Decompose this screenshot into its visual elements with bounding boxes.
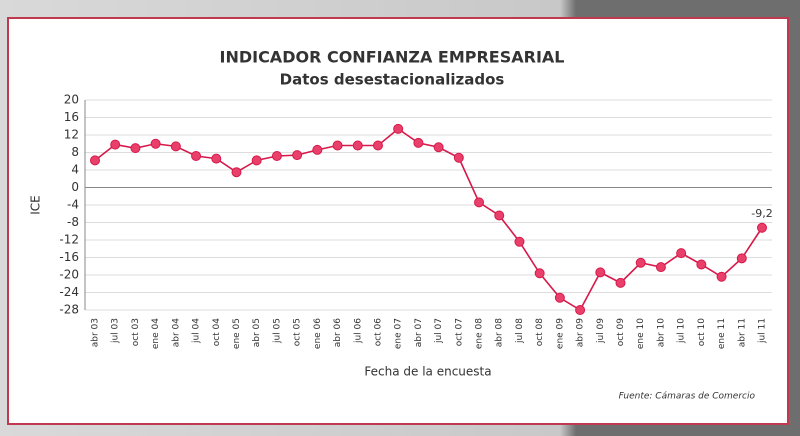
x-axis-label: Fecha de la encuesta: [364, 365, 491, 379]
data-point: [655, 262, 666, 273]
data-point: [696, 259, 707, 270]
x-tick-label: jul 08: [515, 318, 525, 344]
x-tick-label: oct 07: [454, 318, 464, 346]
x-tick-label: jul 03: [111, 318, 121, 344]
y-tick-label: 0: [71, 180, 79, 194]
x-tick-label: jul 06: [353, 318, 363, 344]
data-point: [615, 277, 626, 288]
y-tick-label: 20: [64, 93, 79, 107]
x-tick-label: ene 09: [555, 318, 565, 349]
y-tick-label: -16: [59, 250, 79, 264]
y-tick-label: -8: [67, 215, 79, 229]
x-tick-label: oct 03: [131, 318, 141, 346]
source: Fuente: Cámaras de Comercio: [619, 392, 756, 402]
x-tick-label: abr 09: [576, 318, 586, 348]
data-point: [534, 268, 545, 279]
y-tick-label: 12: [64, 128, 79, 142]
data-label: -9,2: [751, 207, 772, 220]
x-tick-label: ene 07: [394, 318, 404, 349]
data-point: [271, 151, 282, 161]
data-point: [393, 123, 404, 134]
data-point: [110, 139, 121, 150]
x-tick-label: jul 11: [758, 318, 768, 344]
data-point: [514, 236, 525, 247]
data-point: [372, 140, 383, 151]
data-point: [433, 142, 444, 153]
data-point: [150, 138, 161, 149]
data-point: [292, 150, 303, 161]
x-tick-label: ene 08: [475, 318, 485, 349]
data-point: [130, 143, 141, 154]
data-point: [736, 253, 747, 264]
data-point: [191, 151, 202, 161]
x-tick-label: ene 06: [313, 318, 323, 349]
x-tick-label: ene 04: [151, 318, 161, 349]
x-tick-label: jul 07: [434, 318, 444, 344]
data-point: [352, 140, 363, 151]
x-tick-label: abr 03: [91, 318, 101, 347]
data-point: [332, 140, 343, 151]
x-tick-label: oct 05: [293, 318, 303, 346]
y-axis-label: ICE: [29, 195, 43, 215]
x-tick-label: jul 04: [192, 318, 202, 344]
data-point: [90, 155, 100, 166]
data-line: [94, 127, 763, 312]
panel: [7, 17, 789, 425]
x-tick-label: ene 11: [717, 318, 727, 349]
data-point: [231, 167, 242, 178]
x-tick-label: abr 04: [171, 318, 181, 348]
x-tick-label: abr 10: [656, 318, 666, 348]
x-tick-label: oct 10: [697, 318, 707, 347]
data-point: [312, 144, 323, 155]
data-point: [595, 267, 606, 278]
y-tick-label: 8: [71, 145, 79, 159]
chart-subtitle: Datos desestacionalizados: [280, 71, 505, 89]
y-tick-label: -24: [59, 285, 79, 299]
x-tick-label: oct 08: [535, 318, 545, 347]
data-point: [554, 292, 565, 303]
data-point: [676, 248, 687, 259]
data-point: [635, 257, 646, 268]
data-point: [494, 210, 505, 221]
chart-title: INDICADOR CONFIANZA EMPRESARIAL: [219, 48, 564, 67]
y-tick-label: -28: [59, 303, 79, 317]
x-tick-label: jul 10: [677, 318, 687, 344]
x-tick-label: jul 05: [272, 318, 282, 344]
data-point: [716, 271, 727, 282]
y-tick-label: 4: [71, 163, 79, 177]
y-tick-label: -4: [67, 198, 79, 212]
data-point: [453, 152, 464, 163]
x-tick-label: ene 05: [232, 318, 242, 349]
y-tick-label: -20: [59, 268, 79, 282]
y-tick-label: -12: [59, 233, 79, 247]
y-tick-label: 16: [64, 110, 79, 124]
data-point: [757, 222, 767, 233]
x-tick-label: abr 05: [252, 318, 262, 347]
x-tick-label: oct 04: [212, 318, 222, 347]
x-tick-label: abr 08: [495, 318, 505, 348]
data-point: [575, 305, 586, 315]
x-tick-label: oct 09: [616, 318, 626, 347]
x-tick-label: oct 06: [373, 318, 383, 347]
data-point: [251, 155, 262, 166]
x-tick-label: abr 06: [333, 318, 343, 348]
x-tick-label: abr 07: [414, 318, 424, 347]
data-point: [211, 153, 222, 164]
data-point: [474, 197, 485, 208]
x-tick-label: jul 09: [596, 318, 606, 344]
x-tick-label: ene 10: [636, 318, 646, 349]
data-point: [170, 141, 181, 152]
data-point: [413, 137, 424, 148]
x-tick-label: abr 11: [737, 318, 747, 347]
